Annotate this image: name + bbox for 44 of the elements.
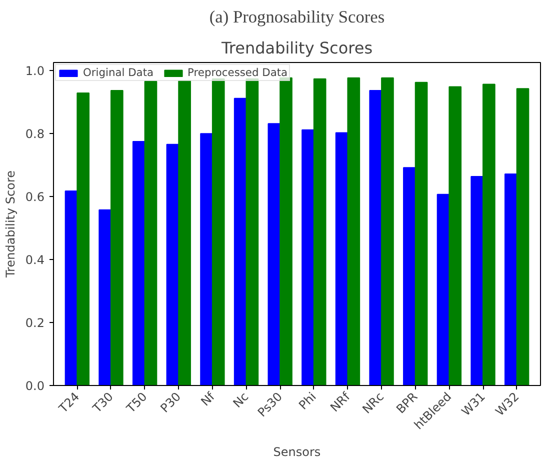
- bar: [335, 132, 348, 386]
- bar: [448, 86, 462, 386]
- bar: [246, 78, 259, 386]
- bar: [132, 141, 146, 386]
- bar: [347, 77, 360, 386]
- bar: [369, 90, 382, 386]
- y-tick-label: 0.6: [25, 190, 45, 204]
- x-axis-title: Sensors: [273, 445, 321, 460]
- y-tick-label: 0.0: [25, 379, 45, 393]
- y-tick-label: 0.4: [25, 253, 45, 268]
- bar: [504, 173, 518, 386]
- bar: [302, 129, 314, 386]
- x-tick-label: Nc: [230, 390, 252, 410]
- bar: [200, 133, 213, 386]
- y-tick-label: 0.2: [25, 316, 45, 330]
- x-tick-label: P30: [158, 390, 184, 416]
- x-tick-label: T24: [56, 390, 82, 416]
- x-tick-label: T50: [123, 390, 150, 416]
- bar: [234, 98, 247, 386]
- bar: [212, 78, 225, 386]
- bar: [76, 92, 90, 386]
- y-tick-label: 0.8: [25, 127, 45, 142]
- bar: [144, 80, 158, 386]
- bar: [482, 84, 496, 386]
- x-tick-label: NRc: [360, 390, 387, 416]
- x-tick-label: T30: [89, 390, 116, 416]
- legend-label: Preprocessed Data: [188, 66, 288, 79]
- legend-label: Original Data: [83, 66, 154, 79]
- bar: [470, 176, 484, 386]
- bar: [516, 88, 530, 386]
- bar: [110, 90, 124, 386]
- bar: [403, 167, 416, 386]
- x-tick-label: Nf: [198, 389, 218, 409]
- y-tick-label: 1.0: [25, 64, 45, 78]
- text: (a) Prognosability Scores: [209, 8, 385, 26]
- bar: [280, 77, 292, 386]
- bar: [414, 82, 428, 386]
- chart-title: Trendability Scores: [220, 38, 373, 58]
- x-tick-label: Phi: [296, 390, 319, 412]
- y-axis-title: Trendability Score: [3, 170, 18, 279]
- bar: [178, 80, 191, 386]
- bar: [381, 77, 394, 386]
- bar: [98, 209, 112, 386]
- bar: [313, 78, 326, 386]
